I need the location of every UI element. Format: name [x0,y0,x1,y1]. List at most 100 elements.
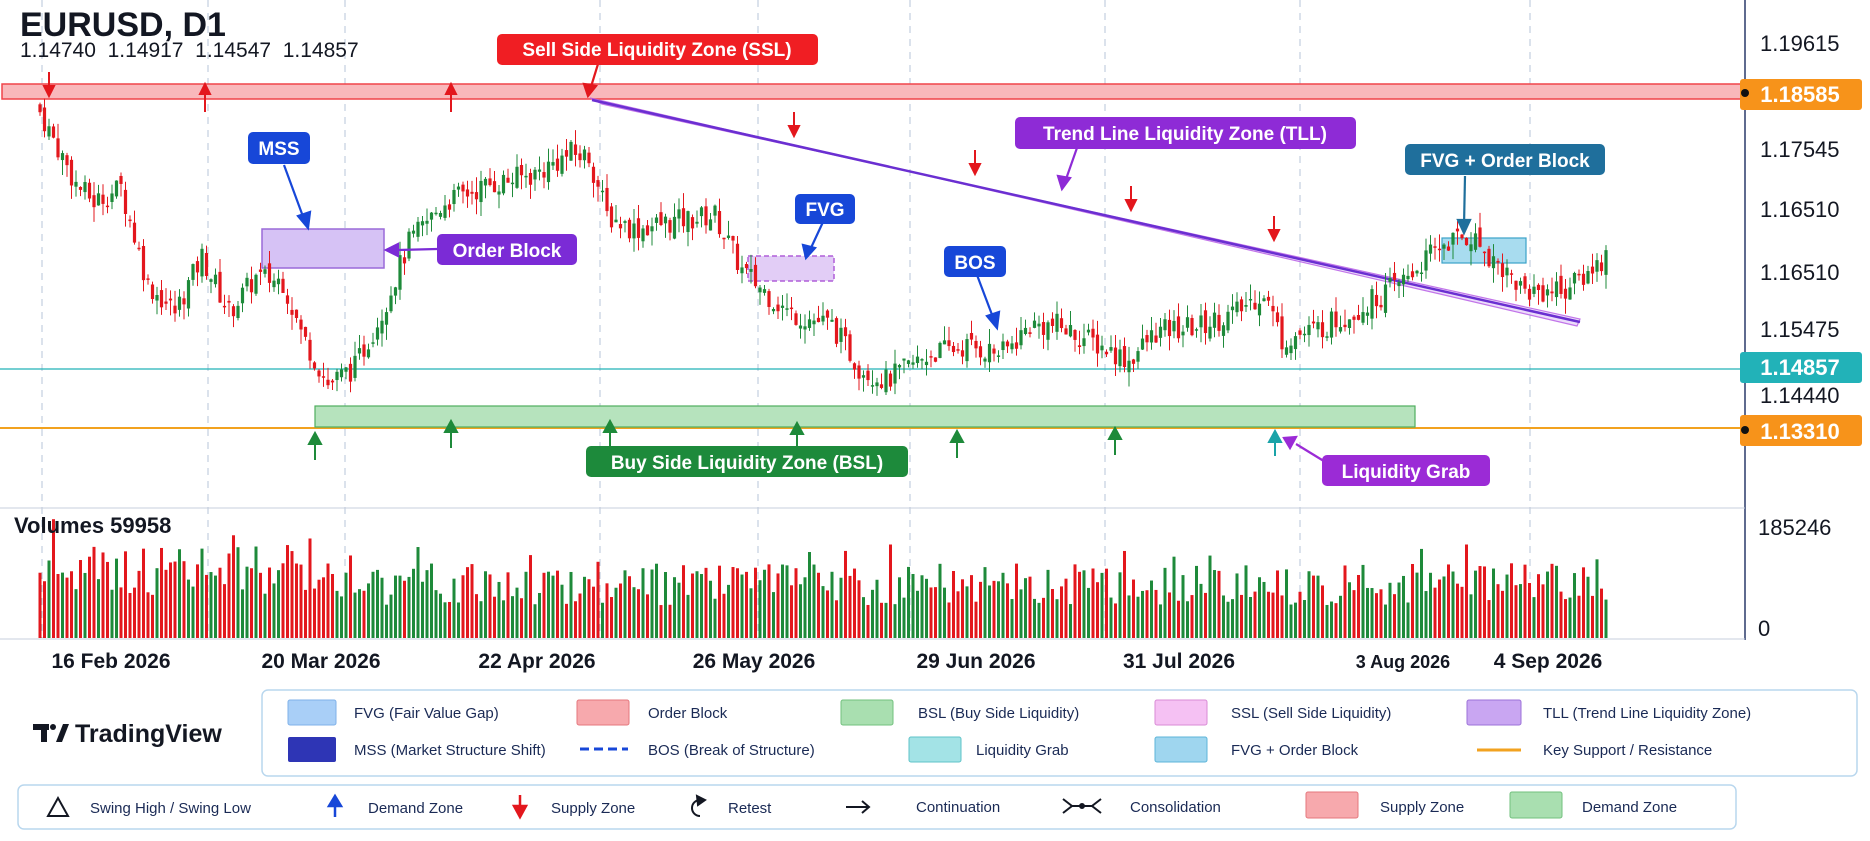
ssl-label[interactable]: Sell Side Liquidity Zone (SSL) [497,34,818,65]
volume-bar [232,535,235,638]
volume-bar [1055,599,1059,638]
candle-body [731,235,735,241]
svg-text:Liquidity Grab: Liquidity Grab [1342,462,1471,483]
volume-bar [911,573,915,638]
volume-bar [718,565,721,638]
order-block-label[interactable]: Order Block [437,234,577,265]
candle-body [1190,318,1194,336]
volume-bar [1276,570,1279,638]
candle-body [686,211,690,233]
liquidity-grab-label[interactable]: Liquidity Grab [1322,455,1490,486]
legend-label: Key Support / Resistance [1543,742,1712,759]
bsl-zone[interactable] [314,405,1416,428]
candle-body [1577,273,1581,276]
candle-body [479,180,483,203]
volume-bar [65,577,69,638]
candle-body [1424,250,1428,271]
volume-bar [848,575,852,638]
candle-body [1379,304,1383,308]
volume-bar [38,572,42,638]
demand-arrows [307,418,1123,460]
volume-bar [907,566,910,638]
volume-bar [434,590,438,638]
svg-text:1.13310: 1.13310 [1760,419,1840,444]
candle-body [1005,341,1010,347]
volume-bar [200,548,204,638]
volume-bar [461,575,465,638]
volume-bar [1483,566,1486,638]
candle-body [1374,294,1379,307]
volume-bar [650,569,654,638]
volume-bar [763,569,766,638]
candle-body [281,278,285,293]
volume-bar [259,572,262,638]
right-arrow-icon [846,800,871,814]
candle-body [218,271,222,303]
volume-bar [970,575,973,638]
candle-body [1253,302,1257,310]
volume-bar [1091,568,1095,638]
bsl-label[interactable]: Buy Side Liquidity Zone (BSL) [586,446,908,477]
volume-bar [1064,578,1068,638]
candle-body [816,317,821,323]
volume-bar [344,572,348,638]
demand-arrow [307,430,323,460]
volume-bar [1001,572,1005,638]
candle-body [407,231,411,259]
candle-body [1563,288,1568,299]
candle-body [1266,296,1271,301]
brand-name: TradingView [75,720,222,748]
bos-label[interactable]: BOS [944,246,1006,277]
volume-bar [1033,598,1036,638]
ssl-zone[interactable] [1,83,1746,100]
candle-body [1140,338,1145,350]
volume-bar [875,579,879,638]
volume-bar [1019,589,1023,638]
fvg-ob-pointer [1456,175,1472,236]
volume-bar [1550,563,1554,638]
down-arrow-icon [511,795,529,820]
volume-bar [1595,559,1599,638]
volume-bar [965,586,969,638]
fvg-zone[interactable] [747,255,835,282]
candle-body [38,104,42,113]
order-block-zone[interactable] [261,228,385,269]
volume-bar [1343,565,1347,638]
volume-bar [1415,572,1419,638]
volume-bar [1204,592,1207,638]
fvg-ob-label[interactable]: FVG + Order Block [1405,144,1605,175]
candle-body [1370,289,1374,319]
badge-114857: 1.14857 [1740,352,1862,383]
volume-bar [1586,576,1590,638]
candle-body [578,153,582,161]
candle-body [1446,246,1451,251]
volume-bar [1424,591,1428,638]
candle-body [587,152,591,164]
tll-label[interactable]: Trend Line Liquidity Zone (TLL) [1015,117,1356,149]
volume-bar [776,573,780,638]
candle-body [659,212,663,225]
volume-bar [1006,583,1009,638]
volume-bar [637,589,640,638]
candle-body [1055,313,1059,332]
volume-bar [889,544,892,638]
candle-body [150,284,155,300]
volume-bar [547,571,550,638]
legend-label: Liquidity Grab [976,742,1069,759]
volume-bar [70,571,73,638]
mss-label[interactable]: MSS [248,132,310,164]
candle-body [1127,360,1131,373]
volume-bar [952,570,955,638]
legend-label: Demand Zone [368,800,463,817]
fvg-label[interactable]: FVG [795,194,855,224]
candle-body [974,340,978,349]
candle-body [1397,281,1401,287]
volume-bar [749,588,753,638]
volume-bar [178,549,181,638]
candle-body [812,320,816,325]
candle-body [380,320,384,334]
candle-body [564,150,569,157]
candle-body [663,216,668,224]
candle-body [987,343,992,363]
demand-arrow-red [198,81,212,112]
